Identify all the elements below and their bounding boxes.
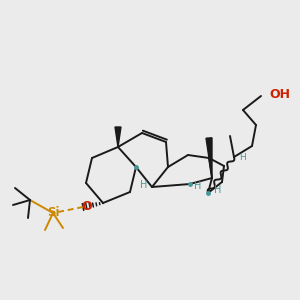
Text: H: H (214, 185, 222, 195)
Text: H: H (140, 180, 148, 190)
Text: OH: OH (269, 88, 290, 100)
Polygon shape (206, 138, 212, 178)
Text: H: H (194, 181, 202, 191)
Text: H: H (238, 152, 245, 161)
Text: O: O (82, 200, 92, 214)
Polygon shape (115, 127, 121, 147)
Text: Si: Si (47, 206, 59, 220)
